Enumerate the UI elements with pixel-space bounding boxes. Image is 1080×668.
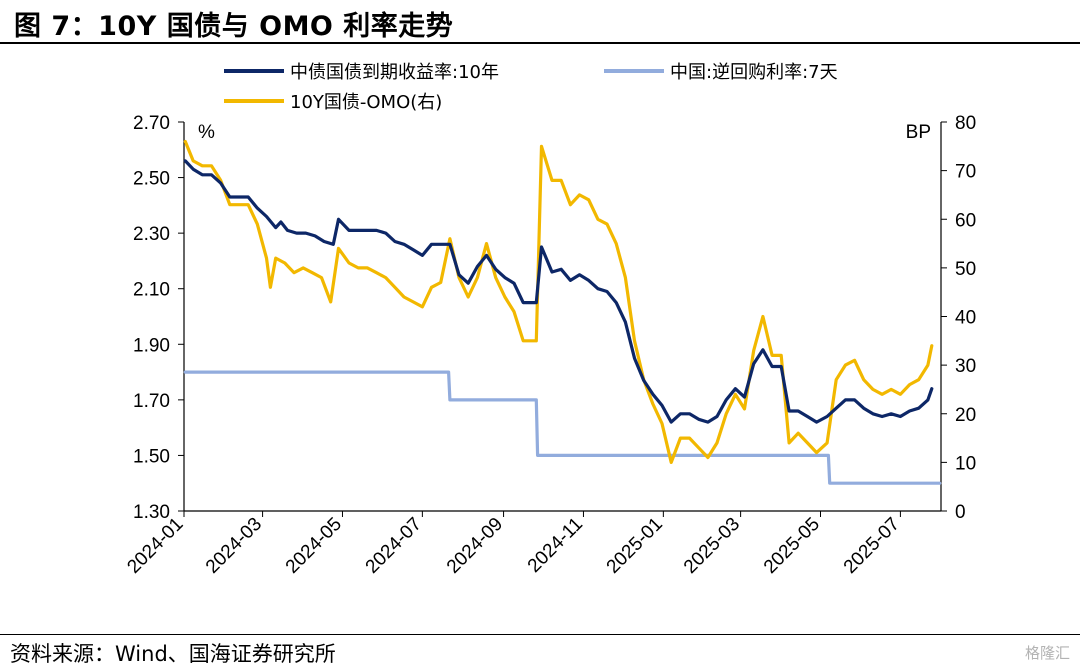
x-tick-label: 2025-05: [760, 514, 824, 578]
series-line-1: [183, 370, 942, 485]
x-tick-label: 2025-03: [680, 514, 744, 578]
x-tick-label: 2024-01: [123, 514, 187, 578]
x-tick-label: 2024-09: [443, 514, 507, 578]
right-tick-label: 20: [955, 405, 976, 426]
chart-title: 图 7：10Y 国债与 OMO 利率走势: [14, 11, 454, 42]
left-unit-label: %: [198, 122, 215, 143]
x-tick-label: 2024-07: [362, 514, 426, 578]
right-tick-label: 10: [955, 453, 976, 474]
left-tick-label: 1.70: [133, 391, 170, 412]
x-tick-label: 2024-03: [202, 514, 266, 578]
left-tick-label: 1.50: [133, 446, 170, 467]
right-tick-label: 0: [955, 502, 966, 523]
legend-label: 中债国债到期收益率:10年: [290, 62, 499, 83]
right-tick-label: 50: [955, 259, 976, 280]
source-rule: [0, 634, 1080, 635]
right-tick-label: 30: [955, 356, 976, 377]
watermark: 格隆汇: [1025, 642, 1070, 663]
right-unit-label: BP: [906, 122, 931, 143]
watermark-text: 格隆汇: [1024, 644, 1070, 662]
line-chart: 2.70 2.50 2.30 2.10 1.90 1.70 1.50 1.30 80 70 60 50…: [123, 62, 976, 578]
legend-label: 10Y国债-OMO(右): [290, 92, 442, 113]
title-rule: [0, 42, 1080, 44]
left-tick-label: 1.30: [133, 502, 170, 523]
right-tick-label: 80: [955, 113, 976, 134]
series-line-2: [183, 139, 934, 464]
right-tick-label: 40: [955, 308, 976, 329]
x-tick-label: 2025-01: [603, 514, 667, 578]
legend-label: 中国:逆回购利率:7天: [670, 62, 838, 83]
x-tick-label: 2025-07: [840, 514, 904, 578]
series-line-0: [183, 159, 934, 424]
left-tick-label: 1.90: [133, 335, 170, 356]
x-tick-label: 2024-11: [524, 514, 587, 577]
right-tick-label: 70: [955, 162, 976, 183]
right-tick-label: 60: [955, 210, 976, 231]
left-tick-label: 2.30: [133, 224, 170, 245]
source-note: 资料来源：Wind、国海证券研究所: [10, 642, 336, 666]
left-tick-label: 2.70: [133, 113, 170, 134]
x-tick-label: 2024-05: [282, 514, 346, 578]
left-tick-label: 2.10: [133, 280, 170, 301]
left-tick-label: 2.50: [133, 169, 170, 190]
